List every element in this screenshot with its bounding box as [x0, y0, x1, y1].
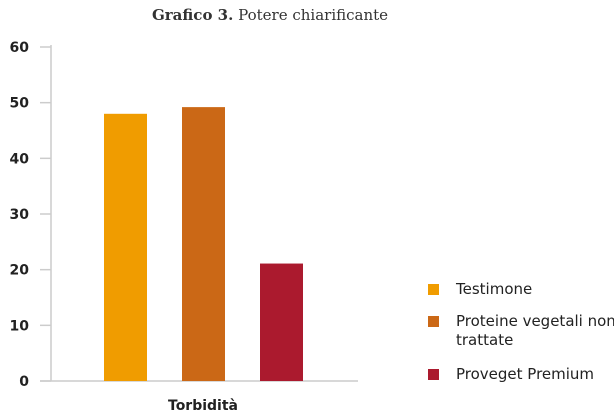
- legend-swatch: [428, 316, 439, 327]
- y-tick-label: 30: [10, 207, 30, 223]
- y-tick-label: 60: [10, 40, 30, 56]
- y-tick-label: 10: [10, 318, 30, 334]
- y-tick-label: 40: [10, 151, 30, 167]
- title-text: Potere chiarificante: [238, 6, 389, 24]
- y-tick-label: 50: [10, 96, 30, 112]
- legend-swatch: [428, 369, 439, 380]
- bar-2: [182, 107, 225, 382]
- bar-3: [260, 263, 303, 381]
- x-category-label: Torbidità: [168, 398, 238, 414]
- legend-label: Testimone: [456, 280, 533, 298]
- legend-item: Testimone: [428, 280, 533, 299]
- legend-item: Proteine vegetali non trattate: [428, 312, 614, 350]
- legend-label: Proteine vegetali non trattate: [456, 312, 614, 349]
- y-tick-label: 20: [10, 263, 30, 279]
- legend-swatch: [428, 284, 439, 295]
- bar-1: [104, 113, 147, 382]
- chart-title: Grafico 3. Potere chiarificante: [0, 6, 540, 24]
- title-bold: Grafico 3.: [151, 6, 234, 24]
- legend-item: Proveget Premium: [428, 365, 595, 384]
- y-tick-label: 0: [19, 374, 29, 390]
- legend-label: Proveget Premium: [456, 365, 595, 383]
